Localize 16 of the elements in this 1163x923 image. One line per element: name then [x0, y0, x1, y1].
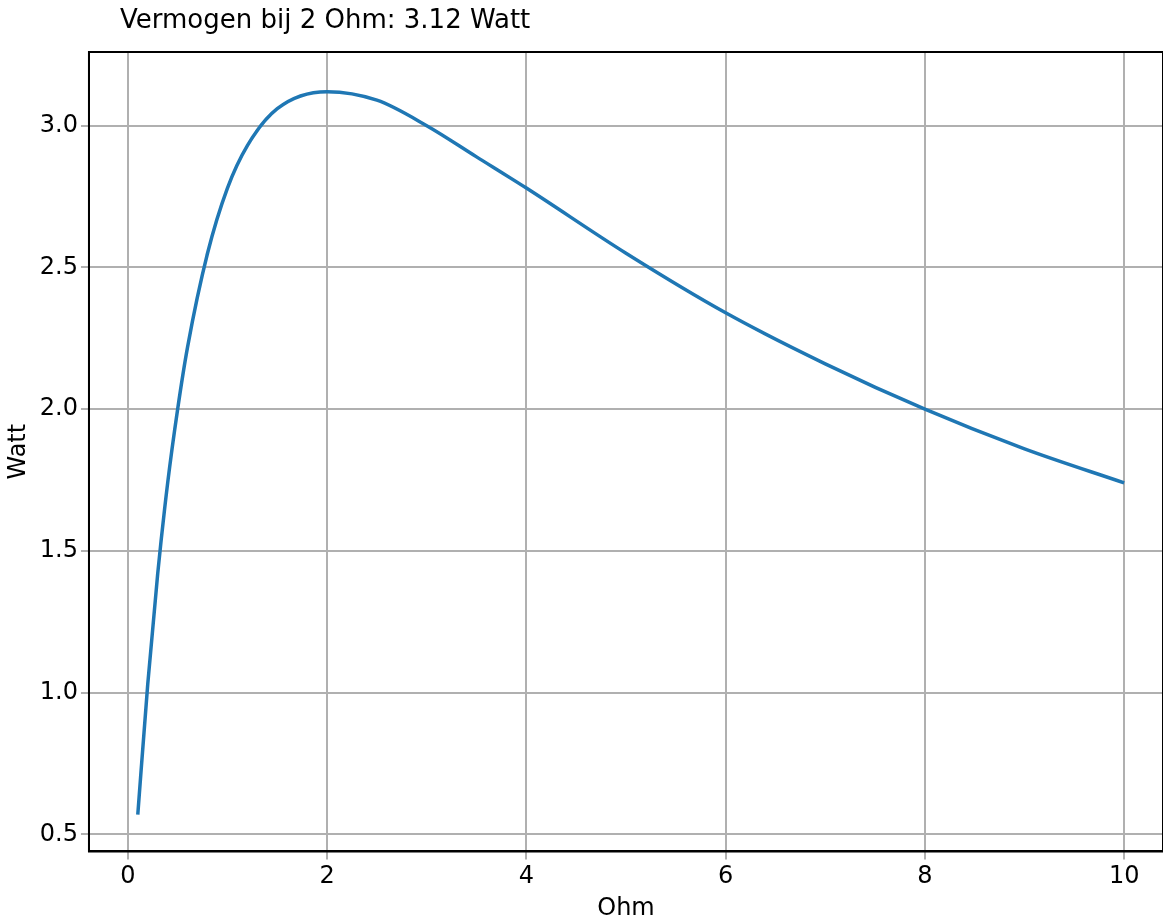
- y-axis-title: Watt: [2, 423, 31, 480]
- y-tick-label: 0.5: [39, 818, 78, 847]
- chart-title: Vermogen bij 2 Ohm: 3.12 Watt: [120, 4, 531, 34]
- y-tick-label: 3.0: [39, 109, 78, 138]
- x-tick-label: 8: [917, 861, 933, 890]
- y-tick-label: 1.5: [39, 535, 78, 564]
- x-tick-label: 4: [518, 861, 534, 890]
- x-axis-title: Ohm: [597, 892, 655, 921]
- x-tick-label: 2: [319, 861, 335, 890]
- x-tick-label: 10: [1108, 861, 1140, 890]
- x-tick-label: 0: [120, 861, 136, 890]
- y-tick-label: 2.5: [39, 251, 78, 280]
- line-series: [136, 89, 1126, 817]
- x-tick-label: 6: [717, 861, 734, 890]
- y-tick-label: 2.0: [39, 393, 78, 422]
- y-tick-label: 1.0: [39, 676, 78, 705]
